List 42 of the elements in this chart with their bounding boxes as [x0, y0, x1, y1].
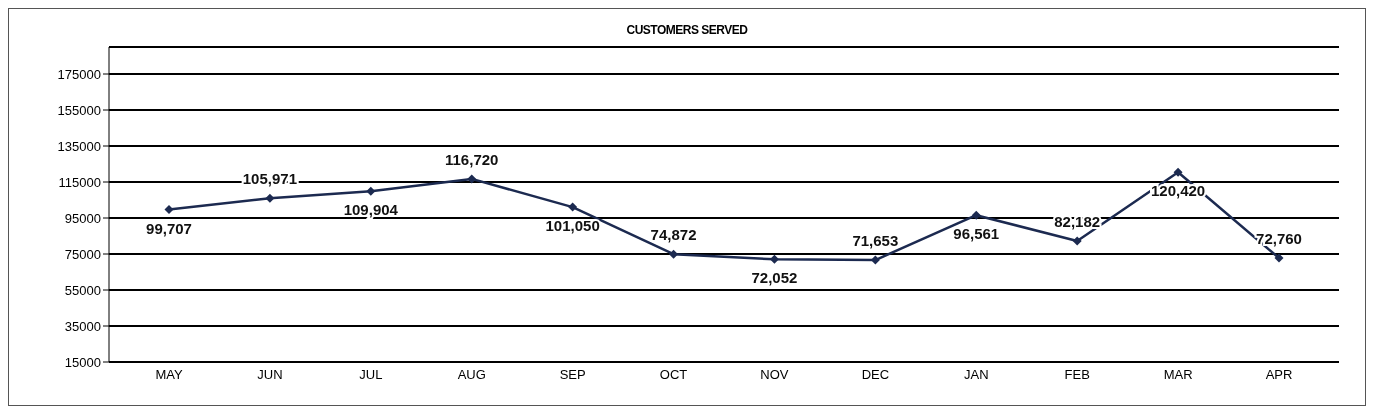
point: [669, 249, 679, 259]
y-tick-label: 55000: [64, 282, 101, 298]
data-label: 74,872: [650, 226, 697, 244]
x-tick-label: JUN: [257, 367, 283, 383]
x-tick-label: OCT: [659, 367, 688, 383]
point: [467, 174, 477, 184]
y-tick-label: 115000: [58, 174, 101, 190]
data-label: 71,653: [852, 232, 899, 250]
x-tick-label: MAY: [155, 367, 183, 383]
point: [769, 254, 779, 264]
data-label: 72,760: [1256, 230, 1302, 248]
y-tick-label: 95000: [64, 210, 101, 226]
point: [366, 186, 376, 196]
data-label: 96,561: [953, 225, 1000, 243]
x-tick-label: JUL: [359, 367, 383, 383]
point: [1072, 236, 1082, 246]
data-label: 109,904: [343, 201, 399, 219]
point: [971, 210, 981, 220]
x-tick-label: NOV: [760, 367, 789, 383]
chart-title: CUSTOMERS SERVED: [625, 23, 749, 37]
x-tick-label: APR: [1265, 367, 1293, 383]
y-tick-label: 135000: [57, 138, 101, 154]
x-tick-label: JAN: [963, 367, 989, 383]
x-tick-label: MAR: [1163, 367, 1193, 383]
y-tick-label: 35000: [64, 318, 101, 334]
y-tick-label: 155000: [57, 102, 101, 118]
point: [265, 193, 275, 203]
point: [164, 205, 174, 215]
x-tick-label: FEB: [1064, 367, 1090, 383]
x-tick-label: DEC: [861, 367, 890, 383]
data-label: 99,707: [146, 219, 192, 237]
point: [1173, 167, 1183, 177]
x-tick-label: AUG: [457, 367, 486, 383]
data-label: 116,720: [445, 150, 499, 168]
point: [568, 202, 578, 212]
y-tick-label: 75000: [64, 246, 101, 262]
point: [1274, 253, 1284, 263]
x-tick-label: SEP: [559, 367, 586, 383]
data-label: 72,052: [751, 269, 798, 287]
y-tick-label: 15000: [64, 354, 101, 370]
data-label: 101,050: [545, 217, 600, 235]
y-tick-label: 175000: [57, 66, 101, 82]
